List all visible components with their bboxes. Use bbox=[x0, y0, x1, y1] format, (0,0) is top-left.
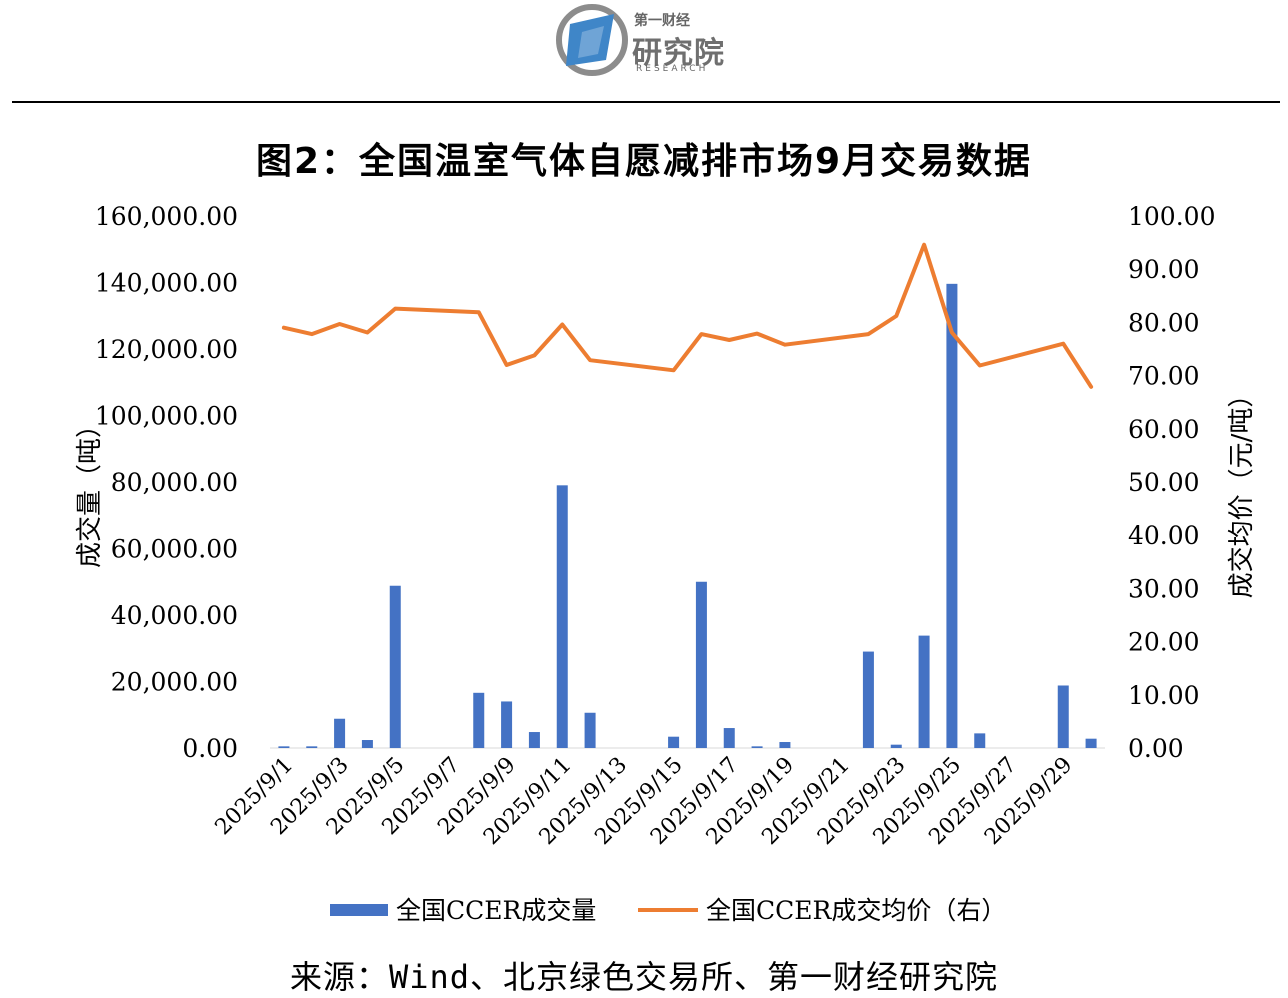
bar bbox=[306, 746, 318, 748]
logo-text-line2: 研究院 bbox=[632, 36, 725, 71]
y-tick-label: 40,000.00 bbox=[111, 601, 238, 630]
bar bbox=[918, 635, 930, 748]
source-note: 来源：Wind、北京绿色交易所、第一财经研究院 bbox=[289, 958, 999, 996]
y2-tick-label: 50.00 bbox=[1128, 468, 1200, 497]
y2-tick-label: 90.00 bbox=[1128, 255, 1200, 284]
bar bbox=[862, 651, 874, 748]
logo: 第一财经 研究院 RESEARCH bbox=[552, 2, 752, 82]
y2-tick-label: 100.00 bbox=[1128, 202, 1215, 231]
bar bbox=[695, 581, 707, 748]
bar bbox=[974, 733, 986, 748]
bar bbox=[890, 744, 902, 748]
bar bbox=[946, 283, 958, 748]
bar bbox=[278, 746, 290, 748]
series-line bbox=[281, 242, 1094, 389]
bar bbox=[668, 736, 680, 748]
y2-tick-label: 70.00 bbox=[1128, 362, 1200, 391]
chart-title: 图2：全国温室气体自愿减排市场9月交易数据 bbox=[255, 141, 1033, 182]
logo-emblem-icon bbox=[556, 4, 628, 76]
bar bbox=[751, 746, 763, 748]
legend-label-bar: 全国CCER成交量 bbox=[396, 896, 596, 925]
bar bbox=[723, 728, 735, 748]
y-tick-label: 20,000.00 bbox=[111, 668, 238, 697]
bar bbox=[584, 712, 596, 748]
y-tick-label: 80,000.00 bbox=[111, 468, 238, 497]
bar bbox=[334, 718, 346, 748]
bar bbox=[779, 742, 791, 748]
y2-tick-label: 80.00 bbox=[1128, 308, 1200, 337]
y-tick-label: 120,000.00 bbox=[95, 335, 238, 364]
y-tick-label: 0.00 bbox=[182, 734, 238, 763]
logo-text-line1: 第一财经 bbox=[634, 13, 690, 29]
y2-tick-label: 0.00 bbox=[1128, 734, 1184, 763]
y2-tick-label: 10.00 bbox=[1128, 681, 1200, 710]
y-axis-label: 成交量（吨） bbox=[75, 412, 105, 568]
y2-tick-label: 60.00 bbox=[1128, 415, 1200, 444]
bar bbox=[389, 585, 401, 748]
y2-tick-label: 40.00 bbox=[1128, 521, 1200, 550]
bar bbox=[556, 485, 568, 748]
bar bbox=[1085, 738, 1097, 748]
bar bbox=[528, 732, 540, 748]
y-tick-label: 100,000.00 bbox=[95, 402, 238, 431]
y2-tick-label: 30.00 bbox=[1128, 574, 1200, 603]
legend-label-line: 全国CCER成交均价（右） bbox=[706, 896, 1006, 925]
header-rule bbox=[12, 101, 1280, 103]
y-tick-label: 160,000.00 bbox=[95, 202, 238, 231]
y-tick-label: 60,000.00 bbox=[111, 535, 238, 564]
bar bbox=[1057, 685, 1069, 748]
bar bbox=[501, 701, 513, 748]
y2-axis-label: 成交均价（元/吨） bbox=[1227, 382, 1257, 599]
logo-text-line3: RESEARCH bbox=[636, 64, 709, 74]
bar bbox=[361, 740, 373, 748]
legend-swatch-bar bbox=[330, 904, 388, 916]
y2-tick-label: 20.00 bbox=[1128, 628, 1200, 657]
bar bbox=[473, 692, 485, 748]
y-tick-label: 140,000.00 bbox=[95, 269, 238, 298]
